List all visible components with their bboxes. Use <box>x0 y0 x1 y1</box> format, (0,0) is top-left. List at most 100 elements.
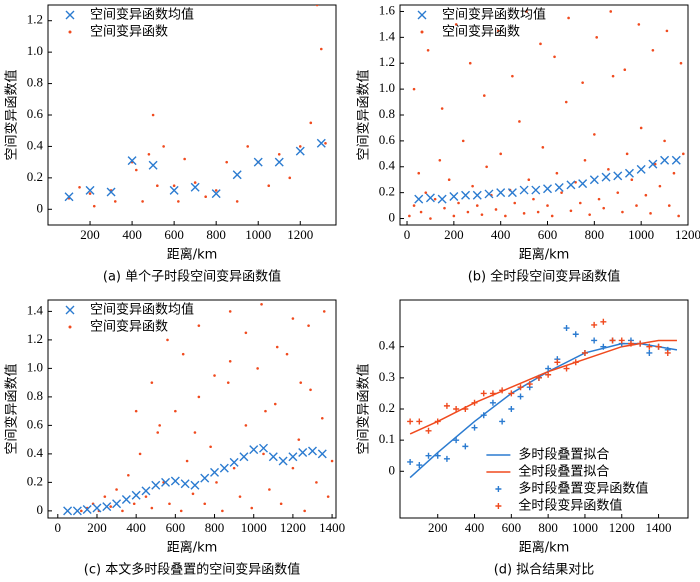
point <box>322 310 326 313</box>
legend-marker <box>65 10 75 20</box>
point <box>297 438 301 441</box>
x-tick-label: 800 <box>206 227 226 242</box>
point <box>210 467 220 477</box>
point <box>637 340 644 347</box>
legend-marker <box>417 10 427 20</box>
point <box>447 178 451 182</box>
y-tick-label: 0.1 <box>379 431 395 446</box>
y-tick-label: 1.2 <box>27 12 43 27</box>
point <box>215 481 218 484</box>
point <box>200 473 210 483</box>
point <box>462 406 469 412</box>
point <box>141 200 144 203</box>
point <box>127 156 137 166</box>
point <box>635 204 638 207</box>
point <box>169 185 179 195</box>
point <box>595 36 598 39</box>
y-tick-label: 0.6 <box>27 416 44 431</box>
y-tick-label: 0 <box>37 502 44 517</box>
point <box>298 145 302 148</box>
point <box>147 152 151 156</box>
point <box>437 194 447 204</box>
point <box>663 139 666 143</box>
point <box>299 381 303 384</box>
point <box>225 160 228 164</box>
point <box>232 466 236 470</box>
point <box>419 210 423 214</box>
point <box>214 189 218 192</box>
point <box>412 87 416 91</box>
point <box>291 466 295 470</box>
x-tick-label: 0 <box>55 520 62 535</box>
point <box>602 206 606 210</box>
point <box>191 492 195 496</box>
y-tick-label: 0 <box>37 200 44 215</box>
legend-label: 空间变异函数 <box>442 24 520 40</box>
y-tick-label: 1.6 <box>379 2 396 17</box>
point <box>429 217 432 220</box>
point <box>434 418 441 425</box>
y-tick-label: 1.4 <box>27 302 44 317</box>
y-tick-label: 1.0 <box>379 80 395 95</box>
point <box>244 331 248 335</box>
point <box>326 495 330 498</box>
point <box>543 184 553 194</box>
point <box>72 506 82 516</box>
point <box>253 157 263 167</box>
y-tick-label: 1.0 <box>27 43 43 58</box>
point <box>151 113 155 117</box>
point <box>417 171 421 175</box>
point <box>480 213 484 216</box>
legend-label: 空间变异函数均值 <box>442 7 546 23</box>
point <box>179 509 183 513</box>
y-tick-label: 0.4 <box>27 137 44 152</box>
y-tick-label: 0.6 <box>27 106 44 121</box>
point <box>613 171 623 181</box>
point <box>190 182 200 192</box>
legend-label: 空间变异函数均值 <box>90 302 194 318</box>
point <box>494 208 498 211</box>
point <box>407 418 414 425</box>
legend-label: 多时段叠置变异函数值 <box>518 481 648 497</box>
x-tick-label: 600 <box>164 227 184 242</box>
point <box>64 192 74 202</box>
point <box>161 477 171 487</box>
point <box>646 349 653 356</box>
point <box>277 152 281 156</box>
point <box>260 302 263 306</box>
caption: (c) 本文多时段叠置的空间变异函数值 <box>84 562 300 578</box>
point <box>531 185 541 195</box>
legend-label: 空间变异函数 <box>90 24 168 40</box>
point <box>611 74 615 78</box>
point <box>425 193 435 203</box>
point <box>597 197 601 201</box>
point <box>156 184 159 188</box>
point <box>513 201 517 205</box>
point <box>522 212 526 215</box>
point <box>307 324 310 327</box>
point <box>507 188 517 198</box>
x-tick-label: 1200 <box>609 520 635 535</box>
point <box>288 176 292 180</box>
point <box>609 10 613 13</box>
point <box>298 447 308 457</box>
point <box>172 184 176 188</box>
y-tick-label: 1.2 <box>379 54 395 69</box>
point <box>262 452 265 456</box>
point <box>519 185 529 195</box>
point <box>320 416 324 420</box>
point <box>193 181 197 184</box>
point <box>416 418 423 425</box>
point <box>443 402 450 409</box>
point <box>274 157 284 167</box>
point <box>677 214 680 218</box>
point <box>174 409 177 413</box>
point <box>546 204 549 207</box>
point <box>583 158 587 162</box>
x-axis-label: 距离/km <box>167 540 218 556</box>
point <box>228 310 232 313</box>
point <box>319 47 323 51</box>
point <box>151 480 161 490</box>
